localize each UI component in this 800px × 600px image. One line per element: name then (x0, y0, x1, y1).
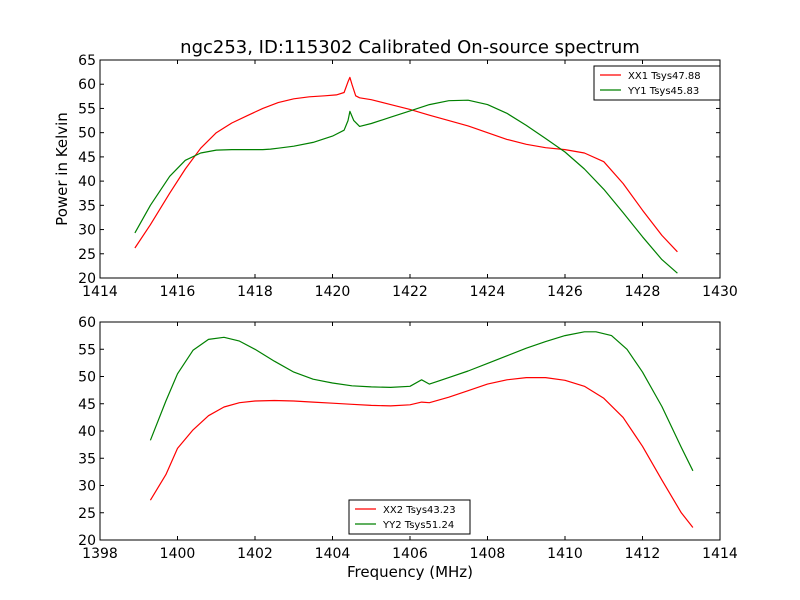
x-tick-label: 1416 (160, 284, 196, 300)
y-tick-label: 35 (78, 198, 96, 214)
x-axis-label: Frequency (MHz) (347, 563, 473, 581)
y-tick-label: 50 (78, 126, 96, 142)
series-line-yy1 (134, 99, 678, 274)
series-line-yy2 (149, 331, 694, 472)
subplot-2: 1398 1400 1402 1404 1406 1408 1410 1412 1414 20 25… (78, 315, 738, 581)
y-tick-label: 45 (78, 397, 96, 413)
x-tick-label: 1418 (237, 284, 273, 300)
x-tick-label: 1412 (625, 546, 661, 562)
series-line-xx1 (134, 76, 678, 253)
y-tick-label: 60 (78, 315, 96, 331)
y-tick-label: 20 (78, 271, 96, 287)
y-tick-label: 40 (78, 424, 96, 440)
x-tick-label: 1400 (160, 546, 196, 562)
x-tick-label: 1424 (470, 284, 506, 300)
x-tick-label: 1406 (392, 546, 428, 562)
y-tick-label: 20 (78, 533, 96, 549)
y-tick-label: 25 (78, 506, 96, 522)
x-tick-label: 1422 (392, 284, 428, 300)
y-tick-label: 65 (78, 53, 96, 69)
y-tick-label: 25 (78, 247, 96, 263)
x-tick-label: 1414 (82, 284, 118, 300)
y-tick-label: 30 (78, 223, 96, 239)
legend-label: XX1 Tsys47.88 (628, 71, 701, 82)
x-tick-label: 1420 (315, 284, 351, 300)
x-tick-label: 1428 (625, 284, 661, 300)
legend-label: XX2 Tsys43.23 (383, 505, 456, 516)
series-line-xx2 (149, 377, 694, 528)
y-tick-label: 40 (78, 174, 96, 190)
y-tick-label: 50 (78, 370, 96, 386)
legend-label: YY2 Tsys51.24 (382, 520, 454, 531)
x-tick-label: 1408 (470, 546, 506, 562)
x-tick-label: 1414 (702, 546, 738, 562)
x-tick-label: 1426 (547, 284, 583, 300)
y-tick-label: 60 (78, 77, 96, 93)
y-tick-label: 55 (78, 342, 96, 358)
legend-label: YY1 Tsys45.83 (627, 86, 699, 97)
y-tick-label: 55 (78, 101, 96, 117)
legend-box (593, 65, 721, 101)
legend: XX2 Tsys43.23 YY2 Tsys51.24 (348, 499, 471, 535)
y-tick-label: 45 (78, 150, 96, 166)
y-axis-label: Power in Kelvin (53, 112, 71, 226)
subplot-1: 1414 1416 1418 1420 1422 1424 1426 1428 1430 20 25… (53, 53, 738, 300)
y-tick-label: 30 (78, 479, 96, 495)
legend: XX1 Tsys47.88 YY1 Tsys45.83 (593, 65, 721, 101)
figure-title: ngc253, ID:115302 Calibrated On-source s… (180, 37, 640, 58)
plots-container: 1414 1416 1418 1420 1422 1424 1426 1428 1430 20 25… (53, 53, 738, 581)
x-tick-label: 1404 (315, 546, 351, 562)
x-tick-label: 1402 (237, 546, 273, 562)
legend-box (348, 499, 471, 535)
y-tick-label: 35 (78, 451, 96, 467)
x-tick-label: 1410 (547, 546, 583, 562)
x-tick-label: 1430 (702, 284, 738, 300)
x-tick-label: 1398 (82, 546, 118, 562)
